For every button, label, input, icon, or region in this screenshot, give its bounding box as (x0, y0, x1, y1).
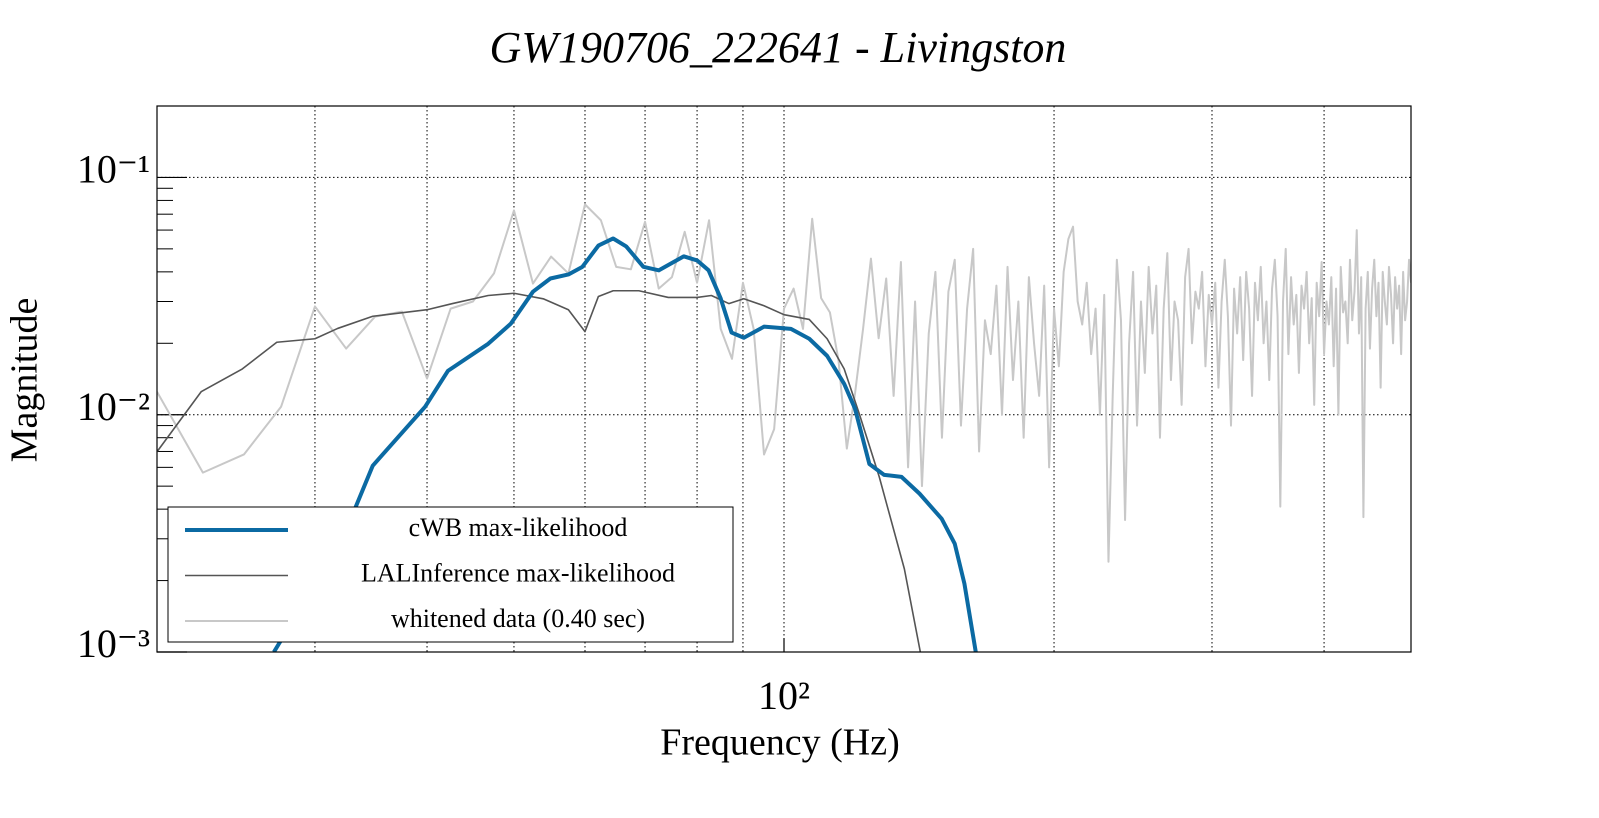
series-line (157, 203, 1411, 563)
plot-frame (156, 105, 1412, 653)
y-tick-label: 10⁻¹ (77, 147, 150, 192)
plot-lines (157, 203, 1411, 652)
legend-label: whitened data (0.40 sec) (391, 604, 645, 633)
chart-title: GW190706_222641 - Livingston (490, 23, 1067, 72)
series-line (157, 289, 922, 652)
series-line (272, 236, 978, 652)
y-tick-label: 10⁻³ (77, 621, 150, 666)
legend: cWB max-likelihood LALInference max-likel… (167, 506, 734, 643)
legend-label: LALInference max-likelihood (361, 558, 675, 587)
x-axis-label: Frequency (Hz) (660, 722, 900, 764)
y-axis-label: Magnitude (4, 298, 46, 463)
legend-label: cWB max-likelihood (409, 513, 628, 542)
x-tick-label: 10² (758, 673, 810, 718)
y-tick-label: 10⁻² (77, 384, 150, 429)
